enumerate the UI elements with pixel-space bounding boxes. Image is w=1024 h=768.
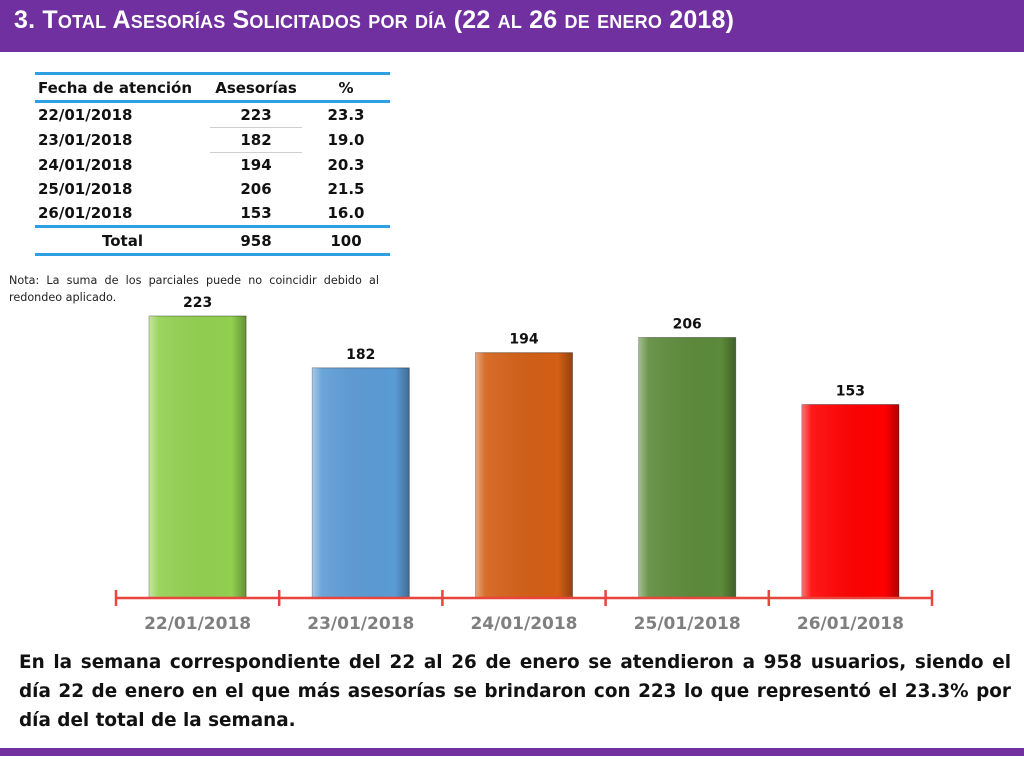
bar-chart: 223 22/01/2018 182 23/01/2018 194 24/01/2018 2… bbox=[114, 295, 934, 634]
data-label: 223 bbox=[183, 295, 212, 311]
table-row: 23/01/2018 182 19.0 bbox=[35, 127, 390, 153]
table-row: 24/01/2018 194 20.3 bbox=[35, 152, 390, 177]
row-date: 25/01/2018 bbox=[38, 180, 133, 198]
row-value: 153 bbox=[240, 204, 272, 222]
data-label: 194 bbox=[509, 332, 538, 348]
table-header-row: Fecha de atención Asesorías % bbox=[35, 72, 390, 103]
bottom-bar bbox=[0, 748, 1024, 756]
row-value: 206 bbox=[240, 180, 272, 198]
header-value: Asesorías bbox=[210, 72, 302, 103]
x-tick-label: 25/01/2018 bbox=[634, 614, 741, 634]
table-total-row: Total 958 100 bbox=[35, 225, 390, 256]
x-tick-label: 23/01/2018 bbox=[307, 614, 414, 634]
x-tick-label: 22/01/2018 bbox=[144, 614, 251, 634]
total-value: 958 bbox=[210, 225, 302, 256]
summary-text: En la semana correspondiente del 22 al 2… bbox=[19, 652, 1011, 731]
row-percent: 20.3 bbox=[327, 155, 365, 174]
row-date: 26/01/2018 bbox=[38, 204, 133, 222]
bar-shading bbox=[312, 367, 410, 598]
row-value: 223 bbox=[240, 106, 272, 124]
bar-shading bbox=[475, 352, 573, 598]
table-row: 22/01/2018 223 23.3 bbox=[35, 102, 390, 128]
row-value: 182 bbox=[210, 127, 302, 153]
rounding-note: Nota: La suma de los parciales puede no … bbox=[9, 274, 379, 304]
x-tick-label: 26/01/2018 bbox=[797, 614, 904, 634]
total-percent: 100 bbox=[302, 225, 390, 256]
header-percent: % bbox=[302, 72, 390, 103]
row-percent: 19.0 bbox=[327, 131, 365, 149]
data-table: Fecha de atención Asesorías % 22/01/2018… bbox=[35, 72, 390, 256]
row-value: 194 bbox=[210, 152, 302, 177]
row-percent: 16.0 bbox=[327, 204, 365, 222]
table-row: 25/01/2018 206 21.5 bbox=[35, 177, 390, 201]
row-percent: 23.3 bbox=[327, 106, 365, 125]
bar-shading bbox=[149, 316, 247, 598]
row-date: 24/01/2018 bbox=[38, 155, 133, 174]
row-percent: 21.5 bbox=[327, 180, 365, 198]
bar-shading bbox=[638, 337, 736, 598]
table-row: 26/01/2018 153 16.0 bbox=[35, 201, 390, 227]
x-tick-label: 24/01/2018 bbox=[470, 614, 577, 634]
row-date: 23/01/2018 bbox=[38, 131, 133, 149]
header-date: Fecha de atención bbox=[35, 72, 210, 103]
row-date: 22/01/2018 bbox=[38, 106, 133, 125]
data-label: 206 bbox=[673, 316, 702, 332]
data-label: 153 bbox=[836, 384, 865, 400]
bar-shading bbox=[801, 404, 899, 598]
page-title: 3. Total Asesorías Solicitados por día (… bbox=[14, 6, 735, 34]
title-bar: 3. Total Asesorías Solicitados por día (… bbox=[0, 0, 1024, 52]
data-label: 182 bbox=[346, 347, 375, 363]
total-label: Total bbox=[35, 225, 210, 256]
